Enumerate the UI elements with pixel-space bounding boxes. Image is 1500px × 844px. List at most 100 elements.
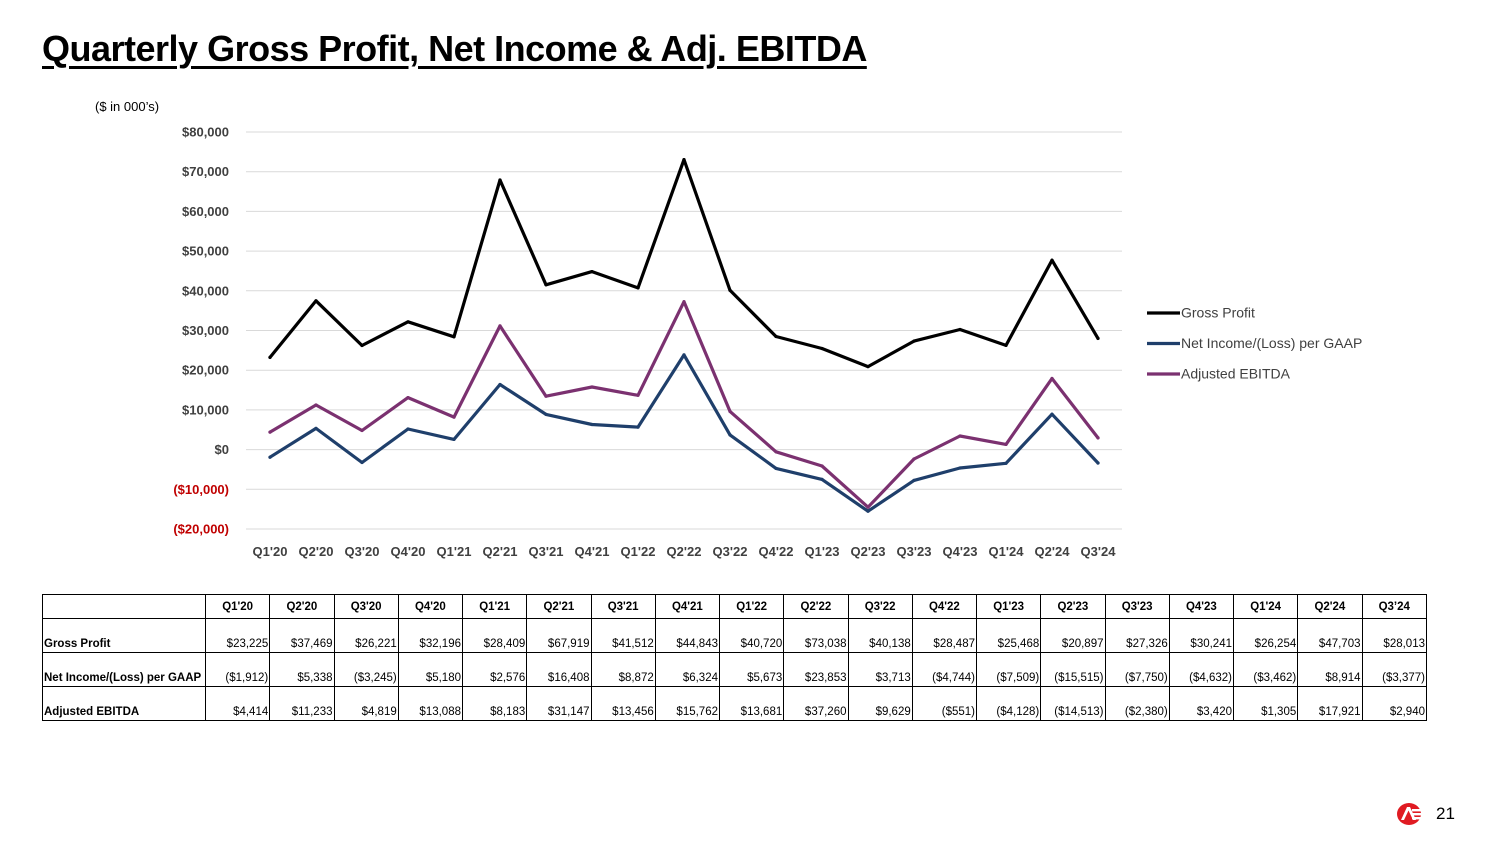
data-point: [1096, 461, 1100, 465]
data-point: [682, 353, 686, 357]
x-tick-label: Q4'21: [575, 544, 610, 559]
table-row: Gross Profit $23,225 $37,469 $26,221 $32,196…: [42, 618, 1427, 653]
data-point: [866, 509, 870, 513]
y-tick-label: $50,000: [182, 244, 229, 259]
y-tick-label: ($10,000): [173, 482, 229, 497]
series-line-1: [268, 158, 1100, 369]
x-tick-label: Q3'23: [897, 544, 932, 559]
table-row: Net Income/(Loss) per GAAP ($1,912) $5,338…: [42, 652, 1427, 687]
table-cell: $40,138: [847, 618, 913, 653]
data-point: [774, 450, 778, 454]
table-cell: $8,183: [461, 686, 528, 721]
table-header-cell: Q2'24: [1297, 594, 1363, 619]
table-cell: ($2,380): [1104, 686, 1170, 721]
y-tick-label: $70,000: [182, 164, 229, 179]
x-tick-label: Q4'20: [391, 544, 426, 559]
line-chart: $80,000 $70,000 $60,000 $50,000 $40,000 $30,0…: [173, 125, 1362, 560]
data-point: [912, 457, 916, 461]
data-point: [268, 455, 272, 459]
table-cell: ($15,515): [1040, 652, 1106, 687]
data-point: [360, 460, 364, 465]
data-point: [590, 422, 594, 427]
data-point: [1096, 436, 1100, 440]
x-tick-label: Q1'21: [437, 544, 472, 559]
data-point: [866, 505, 870, 509]
table-cell: $30,241: [1168, 618, 1235, 653]
table-cell: ($7,750): [1104, 652, 1170, 687]
table-cell: $2,940: [1361, 686, 1427, 721]
y-tick-label: $10,000: [182, 402, 229, 417]
legend-label: Net Income/(Loss) per GAAP: [1181, 335, 1362, 351]
x-tick-label: Q1'22: [621, 544, 656, 559]
data-point: [1004, 442, 1008, 446]
table-cell: $23,225: [204, 618, 271, 653]
table-cell: $28,013: [1361, 618, 1427, 653]
y-tick-label: ($20,000): [173, 522, 229, 537]
table-cell: $23,853: [783, 652, 849, 687]
table-cell: $25,468: [975, 618, 1042, 653]
data-point: [728, 288, 732, 292]
table-cell: $26,221: [333, 618, 399, 653]
data-point: [590, 270, 594, 274]
table-header-cell: Q4'20: [397, 594, 464, 619]
page-number: 21: [1436, 804, 1455, 823]
table-cell: $4,819: [333, 686, 399, 721]
data-point: [1050, 258, 1054, 262]
data-point: [314, 403, 318, 407]
series-lines: [268, 158, 1100, 513]
table-header-cell: Q1'20: [204, 594, 271, 619]
table-header-cell: Q4'23: [1168, 594, 1235, 619]
data-point: [1096, 336, 1100, 340]
table-cell: $44,843: [654, 618, 721, 653]
data-point: [452, 437, 456, 441]
data-point: [314, 299, 318, 303]
data-point: [636, 393, 640, 397]
table-cell: $31,147: [526, 686, 592, 721]
data-point: [728, 433, 732, 437]
data-point: [820, 477, 824, 481]
data-point: [268, 430, 272, 434]
table-cell: $15,762: [654, 686, 721, 721]
data-point: [958, 434, 962, 438]
x-tick-label: Q4'22: [759, 544, 794, 559]
data-point: [590, 385, 594, 389]
data-point: [452, 415, 456, 419]
x-axis-ticks: Q1'20 Q2'20 Q3'20 Q4'20 Q1'21 Q2'21 Q3'21 Q4'21…: [253, 544, 1117, 559]
table-header-cell: Q4'22: [911, 594, 978, 619]
gridlines: [246, 131, 1122, 530]
table-header-cell: Q3'23: [1104, 594, 1170, 619]
data-point: [498, 382, 502, 387]
table-cell: $3,420: [1168, 686, 1235, 721]
table-cell: $67,919: [526, 618, 592, 653]
table-cell: $5,180: [397, 652, 464, 687]
table-cell: ($3,462): [1232, 652, 1299, 687]
x-tick-label: Q3'22: [713, 544, 748, 559]
table-corner-cell: [42, 594, 206, 619]
table-header-cell: Q4'21: [654, 594, 721, 619]
table-cell: ($4,744): [911, 652, 978, 687]
table-cell: $40,720: [718, 618, 785, 653]
table-cell: $13,681: [718, 686, 785, 721]
table-cell: ($551): [911, 686, 978, 721]
table-cell: $27,326: [1104, 618, 1170, 653]
table-header-cell: Q1'24: [1232, 594, 1299, 619]
table-header-cell: Q2'20: [269, 594, 335, 619]
table-cell: $3,713: [847, 652, 913, 687]
table-header-cell: Q1'22: [718, 594, 785, 619]
table-header-cell: Q2'23: [1040, 594, 1106, 619]
y-tick-label: $0: [215, 442, 229, 457]
x-tick-label: Q3'24: [1081, 544, 1117, 559]
data-point: [774, 466, 778, 470]
data-point: [820, 346, 824, 351]
x-tick-label: Q3'21: [529, 544, 564, 559]
data-point: [1004, 343, 1008, 347]
data-point: [406, 320, 410, 324]
table-cell: ($4,128): [975, 686, 1042, 721]
series-line-3: [268, 300, 1100, 509]
table-cell: ($3,377): [1361, 652, 1427, 687]
table-cell: $6,324: [654, 652, 721, 687]
y-axis-ticks: $80,000 $70,000 $60,000 $50,000 $40,000 $30,0…: [173, 125, 229, 537]
data-point: [958, 466, 962, 470]
table-cell: ($14,513): [1040, 686, 1106, 721]
data-point: [774, 334, 778, 339]
